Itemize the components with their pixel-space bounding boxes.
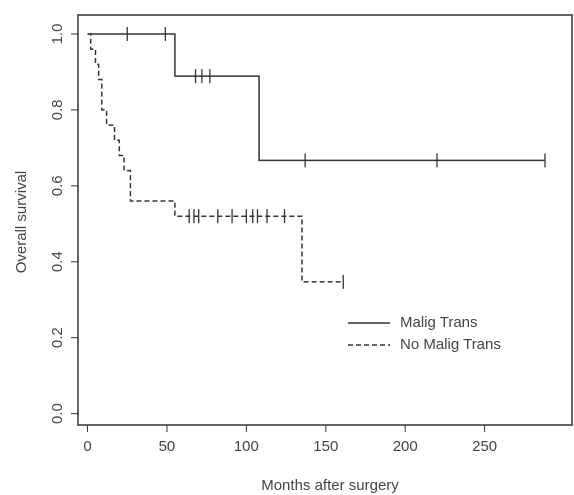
y-tick-label: 0.4 — [49, 251, 66, 272]
legend-label: No Malig Trans — [400, 336, 501, 353]
x-tick-label: 50 — [159, 438, 176, 455]
y-tick-label: 0.8 — [49, 99, 66, 120]
x-tick-label: 0 — [83, 438, 91, 455]
x-tick-label: 250 — [472, 438, 497, 455]
x-tick-label: 200 — [393, 438, 418, 455]
y-tick-label: 0.6 — [49, 175, 66, 196]
x-axis-label: Months after surgery — [261, 477, 399, 494]
y-tick-label: 0.2 — [49, 327, 66, 348]
x-tick-label: 150 — [313, 438, 338, 455]
plot-box — [77, 14, 573, 426]
y-tick-label: 0.0 — [49, 403, 66, 424]
survival-curve — [87, 33, 344, 283]
x-tick-label: 100 — [234, 438, 259, 455]
legend-label: Malig Trans — [400, 314, 478, 331]
survival-curve — [87, 33, 545, 162]
y-tick-label: 1.0 — [49, 24, 66, 45]
y-axis-label: Overall survival — [13, 171, 30, 274]
